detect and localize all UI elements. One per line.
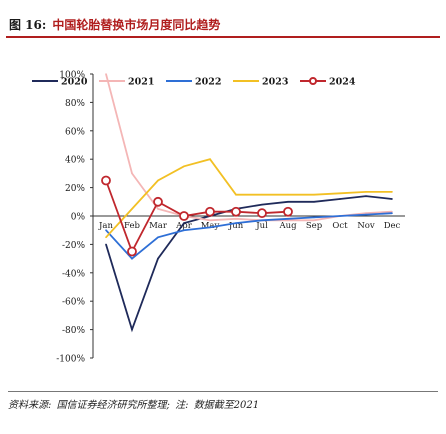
x-tick-label: Jan	[98, 221, 113, 231]
legend-label-2023: 2023	[262, 77, 288, 88]
data-point-2020	[105, 243, 107, 246]
series-line-2022	[105, 212, 393, 260]
series-line-2023	[105, 158, 392, 238]
data-point-2020	[131, 328, 133, 331]
data-point-2024	[205, 206, 215, 217]
data-point-2022	[209, 226, 211, 229]
y-tick-label: 100%	[59, 71, 85, 81]
data-point-2021	[157, 208, 159, 210]
data-point-2024	[153, 196, 163, 207]
data-point-2020	[261, 203, 263, 206]
x-tick-label: Sep	[306, 221, 323, 231]
data-point-2022	[261, 219, 263, 222]
figure-title-text: 中国轮胎替换市场月度同比趋势	[52, 18, 221, 32]
data-point-2023	[287, 193, 289, 196]
legend-label-2020: 2020	[61, 77, 88, 88]
y-tick-label: -80%	[62, 326, 85, 336]
data-point-2023	[235, 193, 237, 196]
x-tick-label: Dec	[384, 221, 401, 231]
data-point-2021	[287, 219, 289, 222]
data-point-2021	[235, 218, 237, 220]
x-tick-label: Mar	[149, 221, 168, 231]
x-tick-label: Apr	[175, 221, 193, 231]
data-point-2024	[101, 175, 111, 186]
line-chart: 2020 2021 2022 2023 2024 100% 80% 60% 40% 20% 0% -2…	[32, 71, 405, 365]
figure-number: 图 16:	[9, 18, 47, 32]
legend-label-2022: 2022	[195, 77, 221, 88]
y-tick-label: -40%	[62, 269, 85, 279]
data-point-2020	[339, 198, 341, 200]
source-note-text: 数据截至2021	[193, 400, 260, 411]
source-note: 资料来源: 国信证券经济研究所整理; 注: 数据截至2021	[8, 391, 438, 411]
data-point-2020	[313, 201, 315, 203]
data-point-2024	[127, 246, 137, 257]
series-line-2020	[105, 195, 393, 333]
data-point-2023	[105, 236, 107, 239]
y-tick-label: 60%	[65, 127, 85, 137]
data-point-2022	[235, 222, 237, 224]
x-tick-label: Nov	[357, 221, 375, 231]
data-point-2023	[261, 193, 263, 196]
data-point-2023	[209, 158, 211, 160]
data-point-2024	[257, 208, 267, 219]
title-rule	[6, 36, 440, 38]
data-point-2021	[365, 212, 367, 214]
y-tick-label: -20%	[62, 241, 85, 251]
data-point-2020	[365, 195, 367, 197]
data-point-2022	[339, 215, 341, 217]
source-text: 国信证券经济研究所整理;	[56, 400, 170, 411]
data-point-2022	[183, 229, 185, 231]
x-tick-label: Oct	[332, 221, 348, 231]
data-point-2021	[209, 219, 211, 222]
data-point-2020	[391, 198, 393, 200]
data-point-2023	[391, 191, 393, 193]
data-point-2020	[157, 257, 159, 260]
legend-marker-2024	[309, 77, 317, 85]
data-point-2022	[313, 216, 315, 219]
data-point-2023	[313, 193, 315, 196]
data-point-2023	[131, 208, 133, 210]
data-point-2023	[157, 179, 159, 182]
data-point-2022	[131, 257, 133, 260]
data-point-2022	[365, 213, 367, 216]
y-tick-label: 20%	[65, 184, 85, 194]
x-tick-label: May	[201, 221, 220, 231]
data-point-2024	[231, 206, 241, 217]
data-point-2022	[391, 212, 393, 214]
data-point-2023	[339, 192, 341, 195]
data-point-2022	[157, 236, 159, 239]
x-tick-label: Feb	[124, 221, 140, 231]
data-point-2021	[131, 172, 133, 175]
data-point-2024	[179, 211, 189, 221]
data-point-2021	[105, 73, 107, 75]
y-tick-label: 80%	[65, 99, 85, 109]
data-point-2021	[391, 210, 393, 213]
y-tick-label: -100%	[56, 355, 85, 365]
x-tick-label: Jun	[228, 221, 244, 231]
y-tick-label: 40%	[65, 156, 85, 166]
data-point-2023	[365, 191, 367, 193]
data-point-2024	[283, 206, 293, 217]
y-tick-label: 0%	[71, 213, 86, 223]
figure-title: 图 16: 中国轮胎替换市场月度同比趋势	[9, 16, 220, 33]
data-point-2021	[313, 219, 315, 222]
data-point-2020	[287, 201, 289, 203]
x-tick-label: Aug	[278, 221, 297, 231]
legend-label-2021: 2021	[128, 77, 154, 88]
legend-label-2024: 2024	[329, 77, 356, 88]
y-tick-label: -60%	[62, 298, 85, 308]
x-tick-label: Jul	[255, 221, 268, 231]
data-point-2022	[287, 218, 289, 220]
data-point-2023	[183, 165, 185, 168]
source-prefix: 资料来源:	[8, 400, 52, 411]
source-note-label: 注:	[175, 400, 189, 411]
data-point-2022	[105, 229, 107, 231]
data-point-2020	[183, 222, 185, 224]
